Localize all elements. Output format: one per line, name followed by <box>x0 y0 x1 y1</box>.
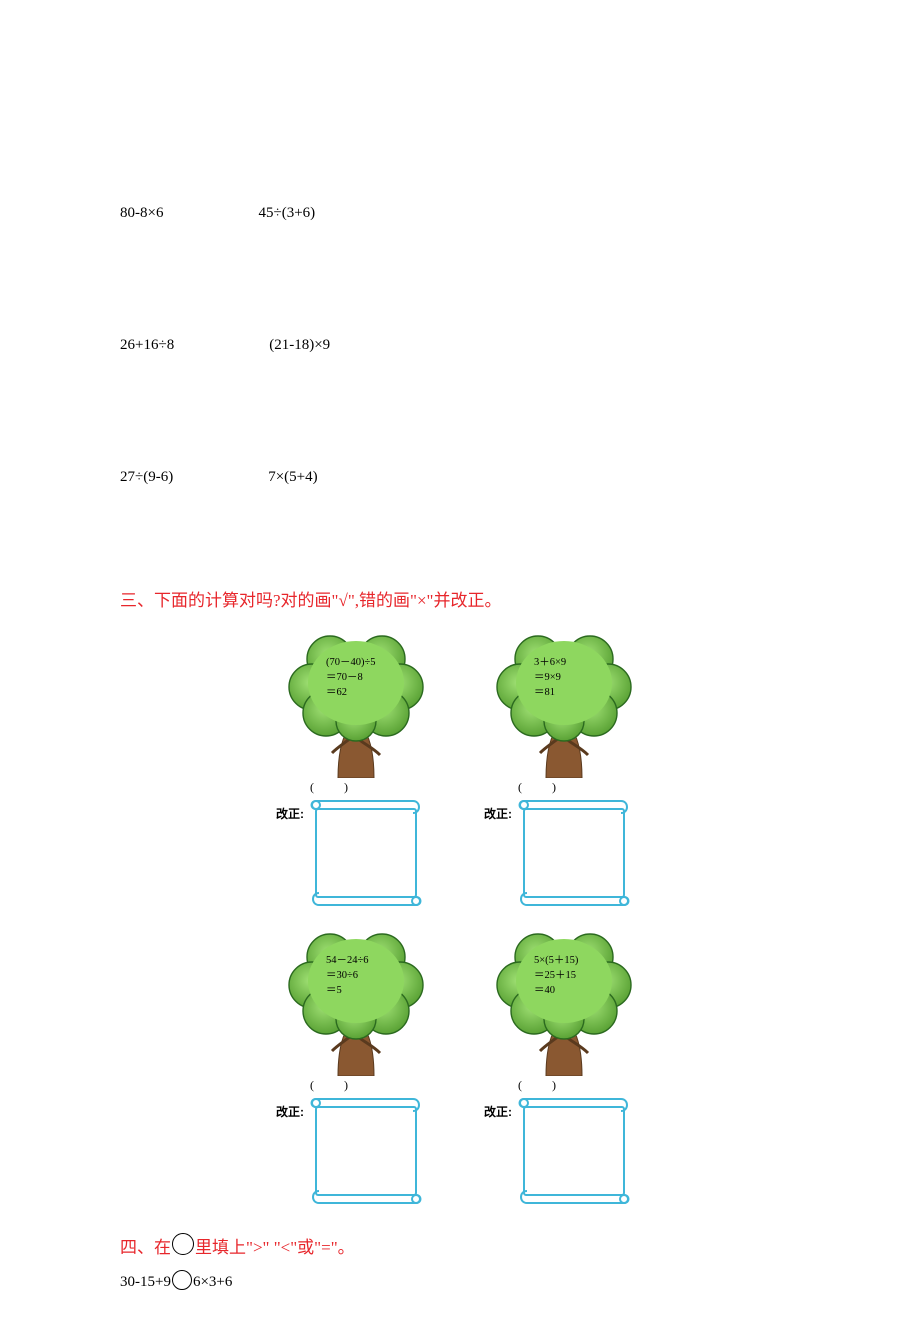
tree-block-4: 5×(5＋15) ＝25＋15 ＝40 () 改正: <box>484 923 644 1215</box>
correction-label: 改正: <box>484 805 512 822</box>
tree-1-line1: (70－40)÷5 <box>326 655 376 670</box>
correction-label: 改正: <box>276 805 304 822</box>
tree-1-line3: ＝62 <box>326 685 376 700</box>
paren-blank-3: () <box>276 1078 436 1093</box>
q4-left: 30-15+9 <box>120 1274 171 1291</box>
correction-label: 改正: <box>276 1103 304 1120</box>
tree-row-2: 54－24÷6 ＝30÷6 ＝5 () 改正: <box>260 923 660 1215</box>
correction-row-2: 改正: <box>484 799 644 907</box>
tree-2-line2: ＝9×9 <box>534 670 566 685</box>
correction-label: 改正: <box>484 1103 512 1120</box>
tree-block-3: 54－24÷6 ＝30÷6 ＝5 () 改正: <box>276 923 436 1215</box>
problem-row-1: 80-8×6 45÷(3+6) <box>120 205 800 222</box>
heading4-post: 里填上">" "<"或"="。 <box>195 1233 355 1258</box>
tree-row-1: (70－40)÷5 ＝70－8 ＝62 () 改正: <box>260 625 660 917</box>
scroll-graphic <box>515 799 633 907</box>
problem-3a: 27÷(9-6) <box>120 469 173 486</box>
tree-3-line3: ＝5 <box>326 983 369 998</box>
tree-graphic: (70－40)÷5 ＝70－8 ＝62 <box>282 625 430 778</box>
tree-text-4: 5×(5＋15) ＝25＋15 ＝40 <box>534 953 578 999</box>
section-3-heading: 三、下面的计算对吗?对的画"√",错的画"×"并改正。 <box>120 586 800 611</box>
problem-2b: (21-18)×9 <box>269 337 330 354</box>
problem-1a: 80-8×6 <box>120 205 163 222</box>
circle-blank-icon <box>172 1233 194 1255</box>
problem-2a: 26+16÷8 <box>120 337 174 354</box>
heading4-pre: 四、在 <box>120 1233 171 1258</box>
problem-1b: 45÷(3+6) <box>258 205 315 222</box>
tree-2-line1: 3＋6×9 <box>534 655 566 670</box>
tree-graphic: 3＋6×9 ＝9×9 ＝81 <box>490 625 638 778</box>
tree-block-1: (70－40)÷5 ＝70－8 ＝62 () 改正: <box>276 625 436 917</box>
tree-3-line1: 54－24÷6 <box>326 953 369 968</box>
scroll-graphic <box>515 1097 633 1205</box>
tree-3-line2: ＝30÷6 <box>326 968 369 983</box>
tree-2-line3: ＝81 <box>534 685 566 700</box>
tree-graphic: 54－24÷6 ＝30÷6 ＝5 <box>282 923 430 1076</box>
paren-blank-1: () <box>276 780 436 795</box>
problem-3b: 7×(5+4) <box>268 469 317 486</box>
problem-row-2: 26+16÷8 (21-18)×9 <box>120 337 800 354</box>
tree-text-1: (70－40)÷5 ＝70－8 ＝62 <box>326 655 376 701</box>
scroll-graphic <box>307 799 425 907</box>
tree-text-3: 54－24÷6 ＝30÷6 ＝5 <box>326 953 369 999</box>
problem-row-3: 27÷(9-6) 7×(5+4) <box>120 469 800 486</box>
correction-row-1: 改正: <box>276 799 436 907</box>
tree-graphic: 5×(5＋15) ＝25＋15 ＝40 <box>490 923 638 1076</box>
q4-expression: 30-15+9 6×3+6 <box>120 1272 800 1292</box>
paren-blank-4: () <box>484 1078 644 1093</box>
tree-4-line2: ＝25＋15 <box>534 968 578 983</box>
tree-1-line2: ＝70－8 <box>326 670 376 685</box>
scroll-graphic <box>307 1097 425 1205</box>
correction-row-3: 改正: <box>276 1097 436 1205</box>
correction-row-4: 改正: <box>484 1097 644 1205</box>
section-4-heading: 四、在 里填上">" "<"或"="。 <box>120 1233 800 1258</box>
circle-blank-icon <box>172 1270 192 1290</box>
tree-4-line1: 5×(5＋15) <box>534 953 578 968</box>
q4-right: 6×3+6 <box>193 1274 232 1291</box>
paren-blank-2: () <box>484 780 644 795</box>
trees-container: (70－40)÷5 ＝70－8 ＝62 () 改正: <box>260 625 660 1215</box>
tree-block-2: 3＋6×9 ＝9×9 ＝81 () 改正: <box>484 625 644 917</box>
tree-4-line3: ＝40 <box>534 983 578 998</box>
tree-text-2: 3＋6×9 ＝9×9 ＝81 <box>534 655 566 701</box>
